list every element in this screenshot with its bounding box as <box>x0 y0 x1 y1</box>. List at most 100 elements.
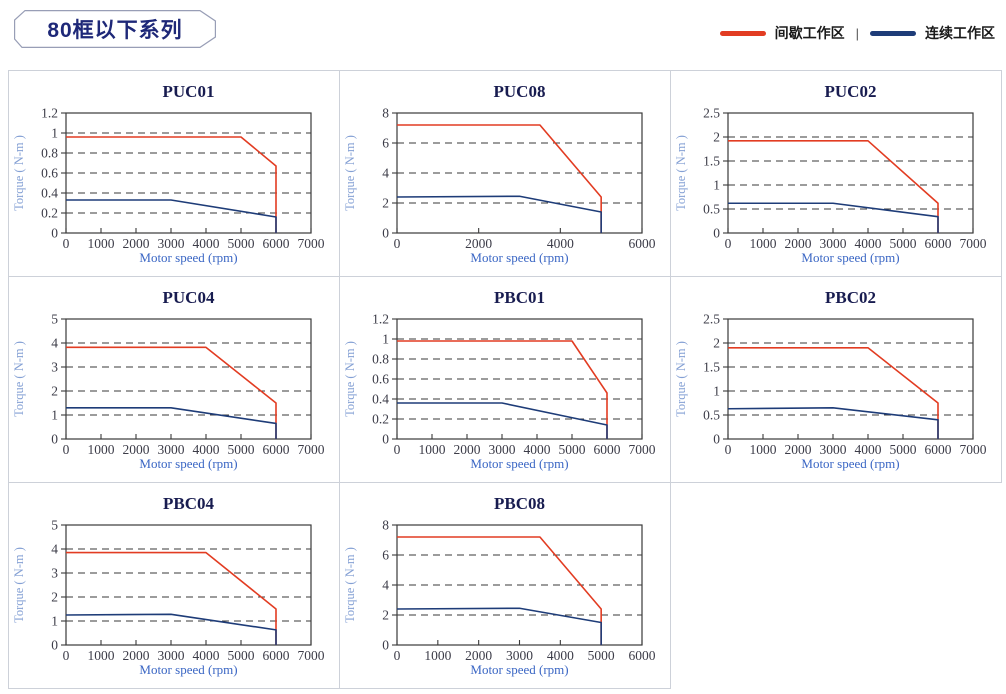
y-axis-label: Torque ( N-m ) <box>674 341 688 417</box>
x-tick-label: 3000 <box>158 236 185 251</box>
legend: 间歇工作区 | 连续工作区 <box>719 24 995 42</box>
x-tick-label: 1000 <box>419 442 446 457</box>
x-tick-label: 0 <box>63 442 70 457</box>
plot-frame <box>396 112 643 234</box>
y-tick-label: 5 <box>51 312 58 327</box>
x-tick-label: 5000 <box>228 236 255 251</box>
x-axis-label: Motor speed (rpm) <box>801 456 899 471</box>
chart-grid: PUC01 0 0.2 0.4 0.6 0.8 1 1.2 0 1000 2000 3000 4000 5… <box>8 70 1002 689</box>
plot-frame <box>65 524 312 646</box>
x-tick-label: 5000 <box>228 648 255 663</box>
x-tick-label: 3000 <box>489 442 516 457</box>
x-tick-label: 2000 <box>785 236 812 251</box>
chart-cell-puc08: PUC08 0 2 4 6 8 0 2000 4000 6000 Motor speed (rpm)… <box>340 71 671 277</box>
y-tick-label: 8 <box>382 106 389 121</box>
x-axis-label: Motor speed (rpm) <box>470 662 568 677</box>
y-tick-label: 0.8 <box>41 146 58 161</box>
y-tick-label: 4 <box>51 542 58 557</box>
x-axis-label: Motor speed (rpm) <box>139 250 237 265</box>
x-tick-label: 2000 <box>465 236 492 251</box>
continuous-zone-line <box>396 607 602 645</box>
x-tick-label: 4000 <box>855 442 882 457</box>
chart-svg-puc08: PUC08 0 2 4 6 8 0 2000 4000 6000 Motor speed (rpm)… <box>343 82 656 265</box>
x-tick-label: 0 <box>63 648 70 663</box>
x-tick-label: 7000 <box>960 236 987 251</box>
y-tick-label: 6 <box>382 136 389 151</box>
plot-frame <box>65 318 312 440</box>
plot-frame <box>727 112 974 234</box>
chart-svg-puc01: PUC01 0 0.2 0.4 0.6 0.8 1 1.2 0 1000 2000 3000 4000 5… <box>12 82 325 265</box>
y-axis-label: Torque ( N-m ) <box>343 135 357 211</box>
y-tick-label: 0 <box>713 432 720 447</box>
intermittent-zone-line <box>66 346 277 439</box>
x-tick-label: 1000 <box>88 236 115 251</box>
y-tick-label: 2 <box>713 130 720 145</box>
x-tick-label: 6000 <box>629 648 656 663</box>
chart-title: PBC02 <box>825 288 876 307</box>
continuous-zone-line <box>65 613 277 645</box>
x-tick-label: 2000 <box>123 442 150 457</box>
x-tick-label: 1000 <box>750 236 777 251</box>
x-tick-label: 7000 <box>960 442 987 457</box>
y-tick-label: 0 <box>713 226 720 241</box>
chart-svg-pbc08: PBC08 0 2 4 6 8 0 1000 2000 3000 4000 5000 6000 Motor… <box>343 494 656 677</box>
plot-frame <box>396 318 643 440</box>
y-tick-label: 3 <box>51 360 58 375</box>
y-tick-label: 0 <box>382 432 389 447</box>
y-tick-label: 1 <box>51 614 58 629</box>
x-tick-label: 0 <box>63 236 70 251</box>
x-tick-label: 6000 <box>263 236 290 251</box>
chart-svg-puc04: PUC04 0 1 2 3 4 5 0 1000 2000 3000 4000 5000 6000 7000… <box>12 288 325 471</box>
x-tick-label: 6000 <box>925 236 952 251</box>
x-tick-label: 4000 <box>855 236 882 251</box>
x-tick-label: 0 <box>394 648 401 663</box>
intermittent-zone-line <box>66 136 277 233</box>
x-tick-label: 5000 <box>228 442 255 457</box>
chart-svg-pbc04: PBC04 0 1 2 3 4 5 0 1000 2000 3000 4000 5000 6000 7000… <box>12 494 325 677</box>
chart-cell-pbc02: PBC02 0 0.5 1 1.5 2 2.5 0 1000 2000 3000 4000 5000 60… <box>671 277 1002 483</box>
y-tick-label: 1 <box>713 384 720 399</box>
x-tick-label: 2000 <box>465 648 492 663</box>
y-tick-label: 4 <box>382 578 389 593</box>
x-tick-label: 1000 <box>750 442 777 457</box>
x-tick-label: 6000 <box>925 442 952 457</box>
x-tick-label: 6000 <box>263 648 290 663</box>
y-tick-label: 5 <box>51 518 58 533</box>
chart-title: PUC04 <box>163 288 215 307</box>
y-tick-label: 0 <box>51 432 58 447</box>
y-tick-label: 0.5 <box>703 408 720 423</box>
y-tick-label: 8 <box>382 518 389 533</box>
x-tick-label: 7000 <box>298 648 325 663</box>
x-tick-label: 5000 <box>588 648 615 663</box>
y-tick-label: 2.5 <box>703 106 720 121</box>
y-tick-label: 1.5 <box>703 360 720 375</box>
x-tick-label: 2000 <box>123 648 150 663</box>
y-axis-label: Torque ( N-m ) <box>343 547 357 623</box>
chart-cell-pbc01: PBC01 0 0.2 0.4 0.6 0.8 1 1.2 0 1000 2000 3000 4000 5… <box>340 277 671 483</box>
continuous-zone-line <box>397 402 608 439</box>
x-tick-label: 3000 <box>820 442 847 457</box>
y-tick-label: 1 <box>382 332 389 347</box>
x-tick-label: 2000 <box>123 236 150 251</box>
chart-title: PBC08 <box>494 494 545 513</box>
y-tick-label: 4 <box>382 166 389 181</box>
x-tick-label: 0 <box>394 442 401 457</box>
x-tick-label: 4000 <box>193 442 220 457</box>
x-tick-label: 1000 <box>424 648 451 663</box>
series-header-title: 80框以下系列 <box>47 19 183 42</box>
chart-cell-puc02: PUC02 0 0.5 1 1.5 2 2.5 0 1000 2000 3000 4000 5000 60… <box>671 71 1002 277</box>
legend-intermittent-swatch <box>719 30 766 36</box>
chart-title: PBC01 <box>494 288 545 307</box>
y-tick-label: 0.6 <box>372 372 389 387</box>
continuous-zone-line <box>396 195 602 233</box>
y-tick-label: 0.6 <box>41 166 58 181</box>
y-tick-label: 1 <box>51 126 58 141</box>
continuous-zone-line <box>66 407 277 439</box>
x-axis-label: Motor speed (rpm) <box>801 250 899 265</box>
x-tick-label: 3000 <box>820 236 847 251</box>
y-tick-label: 0 <box>51 226 58 241</box>
chart-title: PUC01 <box>163 82 215 101</box>
continuous-zone-line <box>728 202 939 233</box>
y-tick-label: 0.4 <box>372 392 389 407</box>
x-axis-label: Motor speed (rpm) <box>139 662 237 677</box>
